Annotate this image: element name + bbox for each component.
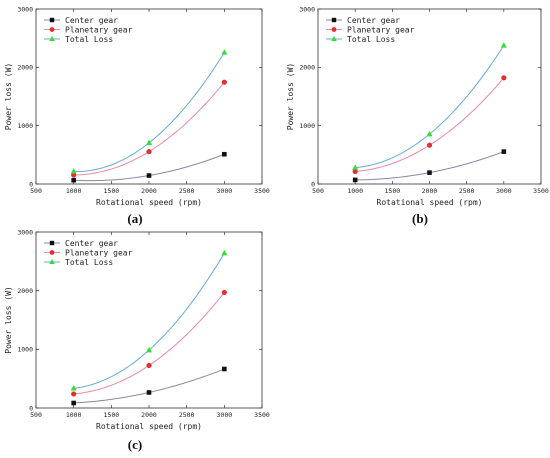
data-point-center-gear xyxy=(501,149,507,154)
legend-label: Planetary gear xyxy=(65,248,133,257)
series-line xyxy=(355,77,505,172)
x-tick-label: 3000 xyxy=(217,411,233,419)
x-tick-label: 3500 xyxy=(533,187,549,195)
x-tick-label: 2500 xyxy=(179,187,195,195)
x-tick-label: 3000 xyxy=(217,187,233,195)
data-point-total-loss xyxy=(70,385,77,391)
legend-label: Center gear xyxy=(65,239,118,248)
x-tick-label: 1500 xyxy=(104,411,120,419)
chart-panel-b: 500 1000 1500 2000 2500 3000 3500 0 1000 2000 3000… xyxy=(284,0,550,220)
x-tick-label: 1000 xyxy=(66,187,82,195)
x-tick-label: 500 xyxy=(312,187,324,195)
x-axis-title: Rotational speed (rpm) xyxy=(96,198,202,207)
x-tick-label: 3500 xyxy=(254,411,270,419)
x-tick-label: 2500 xyxy=(179,411,195,419)
data-point-center-gear xyxy=(222,366,227,372)
data-point-total-loss xyxy=(500,42,507,48)
legend-label: Center gear xyxy=(65,16,118,25)
data-point-total-loss xyxy=(221,49,228,55)
data-point-center-gear xyxy=(427,170,432,175)
y-tick-label: 2000 xyxy=(17,287,33,295)
data-point-center-gear xyxy=(146,390,152,395)
legend-label: Total Loss xyxy=(65,35,113,44)
data-point-planetary-gear xyxy=(221,79,227,85)
y-tick-label: 1000 xyxy=(17,122,33,130)
panel-label-a: (a) xyxy=(127,211,143,226)
y-axis-title: Power loss (W) xyxy=(286,63,295,130)
y-tick-label: 2000 xyxy=(299,64,315,72)
legend-marker xyxy=(49,240,55,246)
data-point-total-loss xyxy=(146,139,152,146)
series-line xyxy=(73,368,225,404)
y-tick-label: 1000 xyxy=(17,346,33,354)
x-tick-label: 500 xyxy=(30,411,42,419)
x-axis-title: Rotational speed (rpm) xyxy=(377,198,483,207)
data-point-center-gear xyxy=(352,177,358,183)
y-tick-label: 0 xyxy=(311,180,315,188)
x-tick-label: 2500 xyxy=(459,187,475,195)
panel-label-c: (c) xyxy=(127,437,143,452)
panel-label-b: (b) xyxy=(412,211,428,226)
chart-a: 500 1000 1500 2000 2500 3000 3500 0 1000 2000 3000… xyxy=(4,5,270,207)
legend-label: Total Loss xyxy=(347,35,395,44)
data-point-planetary-gear xyxy=(426,142,433,148)
y-tick-label: 3000 xyxy=(17,5,33,13)
series-line xyxy=(73,81,225,176)
legend-label: Total Loss xyxy=(65,258,113,267)
data-point-total-loss xyxy=(146,347,152,353)
legend-label: Planetary gear xyxy=(347,25,415,34)
data-point-center-gear xyxy=(71,177,76,183)
legend-marker xyxy=(49,17,55,23)
legend-marker xyxy=(49,36,55,41)
series-line xyxy=(355,45,505,169)
y-tick-label: 3000 xyxy=(17,228,33,236)
data-point-planetary-gear xyxy=(146,149,152,155)
x-axis-title: Rotational speed (rpm) xyxy=(96,422,202,431)
y-tick-label: 3000 xyxy=(299,5,315,13)
legend-label: Planetary gear xyxy=(65,25,133,34)
data-point-center-gear xyxy=(146,173,152,178)
data-point-total-loss xyxy=(426,130,433,137)
data-point-planetary-gear xyxy=(146,362,152,369)
legend-label: Center gear xyxy=(347,16,400,25)
x-tick-label: 2000 xyxy=(422,187,438,195)
legend-marker xyxy=(49,250,55,255)
x-tick-label: 1000 xyxy=(66,411,82,419)
data-point-total-loss xyxy=(352,164,359,170)
chart-panel-c: 500 1000 1500 2000 2500 3000 3500 0 1000 2000 3000… xyxy=(0,224,275,440)
legend-marker xyxy=(331,36,337,41)
y-tick-label: 0 xyxy=(29,404,33,412)
legend-marker xyxy=(331,17,337,23)
legend-marker xyxy=(49,259,55,264)
x-tick-label: 500 xyxy=(30,187,42,195)
data-point-planetary-gear xyxy=(501,75,507,81)
data-point-center-gear xyxy=(71,400,76,406)
x-tick-label: 1000 xyxy=(347,187,363,195)
legend-marker xyxy=(49,27,55,32)
y-axis-title: Power loss (W) xyxy=(4,63,13,130)
x-tick-label: 1500 xyxy=(385,187,401,195)
data-point-planetary-gear xyxy=(71,391,77,397)
data-point-total-loss xyxy=(70,168,77,174)
data-point-center-gear xyxy=(222,151,227,157)
data-point-total-loss xyxy=(221,249,228,256)
chart-c: 500 1000 1500 2000 2500 3000 3500 0 1000 2000 3000… xyxy=(4,228,270,431)
series-line xyxy=(73,292,225,395)
series-line xyxy=(355,151,505,181)
x-tick-label: 1500 xyxy=(104,187,120,195)
y-tick-label: 1000 xyxy=(299,122,315,130)
y-tick-label: 0 xyxy=(29,180,33,188)
data-point-planetary-gear xyxy=(352,168,358,175)
x-tick-label: 3500 xyxy=(254,187,270,195)
x-tick-label: 2000 xyxy=(141,411,157,419)
chart-b: 500 1000 1500 2000 2500 3000 3500 0 1000 2000 3000… xyxy=(286,5,549,207)
x-tick-label: 3000 xyxy=(496,187,512,195)
y-axis-title: Power loss (W) xyxy=(4,286,13,353)
chart-panel-a: 500 1000 1500 2000 2500 3000 3500 0 1000 2000 3000… xyxy=(0,0,275,220)
y-tick-label: 2000 xyxy=(17,64,33,72)
legend-marker xyxy=(331,27,337,32)
data-point-planetary-gear xyxy=(221,289,227,296)
x-tick-label: 2000 xyxy=(141,187,157,195)
